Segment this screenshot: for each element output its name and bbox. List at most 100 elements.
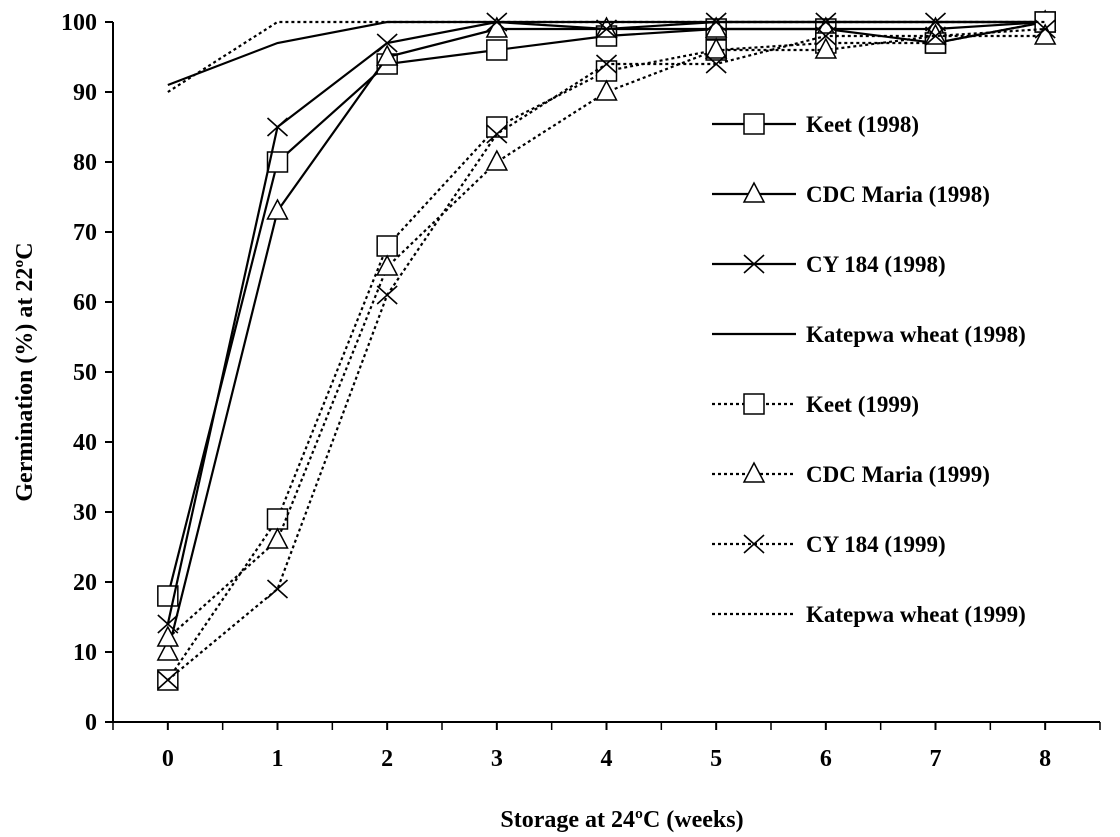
data-point (705, 54, 727, 74)
marker-stroke (743, 534, 765, 554)
plot-area: 0 10 20 30 40 50 60 70 80 90 100 0 1 2 3 4 5 6 7 8 (61, 9, 1101, 772)
series-line (166, 20, 1046, 681)
marker-stroke (743, 254, 765, 274)
data-point (815, 26, 837, 46)
data-point (157, 614, 179, 634)
data-point (375, 44, 399, 66)
data-point (266, 117, 289, 137)
data-point (595, 79, 618, 101)
data-point (595, 16, 618, 38)
x-tick-label: 3 (491, 746, 503, 772)
data-point (156, 625, 180, 647)
y-tick-label: 90 (73, 80, 97, 106)
data-point (1034, 19, 1056, 39)
legend-marker (742, 461, 766, 483)
series-1 (157, 11, 1056, 607)
marker-stroke (924, 26, 947, 46)
y-tick-label: 100 (61, 10, 97, 36)
legend-label: CDC Maria (1999) (806, 462, 990, 487)
x-tick-label: 0 (162, 746, 174, 772)
legend-item: CY 184 (1999) (712, 532, 946, 557)
legend-label: CDC Maria (1998) (806, 182, 990, 207)
legend-item: Katepwa wheat (1999) (712, 602, 1026, 627)
data-point (595, 54, 618, 74)
marker-stroke (376, 285, 398, 305)
legend-label: Katepwa wheat (1998) (806, 322, 1026, 347)
data-point (156, 639, 180, 661)
x-tick-label: 5 (710, 746, 722, 772)
y-tick-label: 20 (73, 570, 97, 596)
y-tick-label: 40 (73, 430, 97, 456)
legend-marker (743, 254, 765, 274)
y-tick-label: 60 (73, 290, 97, 316)
series-8 (167, 20, 1046, 93)
marker-stroke (157, 614, 179, 634)
legend-item: CDC Maria (1999) (712, 461, 990, 487)
series-7 (157, 19, 1056, 690)
data-point (924, 23, 947, 45)
y-ticks: 0 10 20 30 40 50 60 70 80 90 100 (61, 10, 113, 736)
y-tick-label: 0 (85, 710, 97, 736)
legend-item: Keet (1998) (712, 112, 919, 137)
marker-stroke (266, 117, 289, 137)
data-point (814, 37, 838, 59)
data-point (376, 235, 398, 257)
legend-label: Keet (1998) (806, 112, 919, 137)
data-point (157, 670, 179, 690)
data-point (266, 527, 289, 549)
data-point (266, 151, 289, 173)
y-axis-title: Germination (%) at 22ºC (12, 242, 38, 501)
marker-stroke (266, 579, 289, 599)
legend-item: Katepwa wheat (1998) (712, 322, 1026, 347)
legend-marker (743, 534, 765, 554)
marker-stroke (486, 124, 508, 144)
data-point (375, 254, 399, 276)
legend: Keet (1998) CDC Maria (1998) CY 184 (1998)… (712, 112, 1026, 627)
data-point (376, 285, 398, 305)
x-tick-label: 4 (601, 746, 613, 772)
series-line (166, 20, 1046, 597)
marker-stroke (595, 54, 618, 74)
x-ticks: 0 1 2 3 4 5 6 7 8 (112, 722, 1101, 772)
legend-label: CY 184 (1998) (806, 252, 946, 277)
marker-stroke (705, 54, 727, 74)
data-point (266, 198, 289, 220)
x-tick-label: 7 (930, 746, 942, 772)
marker-stroke (1034, 19, 1056, 39)
x-tick-label: 6 (820, 746, 832, 772)
data-point (266, 508, 289, 530)
y-tick-label: 70 (73, 220, 97, 246)
legend-label: CY 184 (1999) (806, 532, 946, 557)
data-point (485, 149, 509, 171)
x-axis-title: Storage at 24ºC (weeks) (500, 807, 743, 833)
x-tick-label: 8 (1039, 746, 1051, 772)
legend-marker (743, 113, 765, 135)
y-tick-label: 30 (73, 500, 97, 526)
y-tick-label: 80 (73, 150, 97, 176)
marker-stroke (815, 26, 837, 46)
series-5 (157, 11, 1056, 691)
legend-label: Katepwa wheat (1999) (806, 602, 1026, 627)
x-tick-label: 2 (381, 746, 393, 772)
series-6 (156, 23, 1057, 647)
legend-label: Keet (1999) (806, 392, 919, 417)
y-tick-label: 10 (73, 640, 97, 666)
legend-marker (742, 181, 766, 203)
data-point (376, 33, 398, 53)
legend-item: CY 184 (1998) (712, 252, 946, 277)
series-line (167, 20, 1046, 93)
legend-item: Keet (1999) (712, 392, 919, 417)
x-tick-label: 1 (272, 746, 284, 772)
data-point (266, 579, 289, 599)
data-point (486, 124, 508, 144)
data-point (924, 26, 947, 46)
data-point (704, 37, 728, 59)
legend-item: CDC Maria (1998) (712, 181, 990, 207)
legend-marker (743, 393, 765, 415)
series-layer (156, 9, 1057, 691)
marker-stroke (376, 33, 398, 53)
marker-stroke (157, 670, 179, 690)
data-point (486, 39, 508, 61)
y-tick-label: 50 (73, 360, 97, 386)
